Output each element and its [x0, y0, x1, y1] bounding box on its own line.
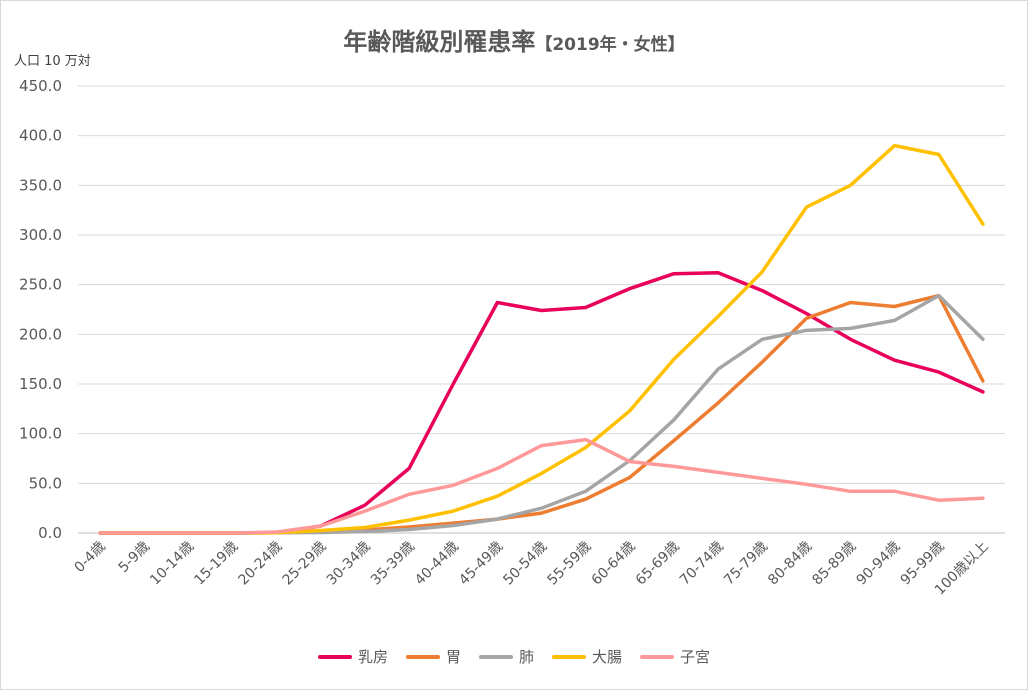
x-tick-label: 60-64歳: [589, 539, 639, 589]
x-tick-label: 55-59歳: [544, 539, 594, 589]
x-tick-label: 25-29歳: [280, 539, 330, 589]
series-line-子宮: [98, 437, 985, 535]
legend-swatch: [405, 654, 440, 659]
x-tick-label: 45-49歳: [456, 539, 506, 589]
x-tick-label: 30-34歳: [324, 539, 374, 589]
x-tick-label: 10-14歳: [147, 539, 197, 589]
y-tick-label: 250.0: [19, 276, 62, 294]
series-line-乳房: [98, 270, 985, 535]
y-tick-label: 200.0: [19, 325, 62, 343]
x-tick-label: 15-19歳: [191, 539, 241, 589]
x-tick-label: 0-4歳: [72, 539, 109, 576]
x-tick-label: 80-84歳: [765, 539, 815, 589]
x-tick-label: 35-39歳: [368, 539, 418, 589]
x-tick-label: 75-79歳: [721, 539, 771, 589]
chart-title-main: 年齢階級別罹患率: [343, 28, 536, 56]
legend-label: 肺: [518, 648, 534, 666]
y-tick-label: 300.0: [19, 226, 62, 244]
legend-label: 子宮: [680, 648, 711, 666]
legend-item: 肺: [478, 646, 534, 667]
legend-label: 乳房: [357, 648, 388, 666]
x-tick-label: 40-44歳: [412, 539, 462, 589]
legend-item: 胃: [405, 646, 461, 667]
chart-title: 年齢階級別罹患率【2019年・女性】: [0, 22, 1028, 57]
legend-item: 大腸: [552, 646, 622, 667]
series-line-胃: [98, 293, 985, 535]
x-tick-label: 20-24歳: [235, 539, 285, 589]
legend-swatch: [317, 654, 352, 659]
legend-item: 子宮: [640, 646, 710, 667]
y-tick-label: 400.0: [19, 127, 62, 145]
x-tick-label: 70-74歳: [677, 539, 727, 589]
chart-subtitle: 【2019年・女性】: [535, 35, 685, 55]
x-tick-label: 90-94歳: [853, 539, 903, 589]
legend-item: 乳房: [317, 646, 388, 667]
legend-swatch: [552, 654, 586, 659]
x-tick-label: 50-54歳: [500, 539, 550, 589]
y-tick-label: 100.0: [19, 425, 62, 443]
y-tick-label: 450.0: [19, 77, 62, 95]
series-line-肺: [98, 293, 985, 535]
y-tick-label: 0.0: [38, 524, 62, 542]
x-tick-label: 5-9歳: [116, 539, 153, 576]
y-tick-label: 50.0: [29, 474, 62, 492]
legend-label: 胃: [445, 648, 461, 666]
y-axis-unit-label: 人口 10 万対: [14, 54, 91, 69]
x-tick-label: 65-69歳: [633, 539, 683, 589]
legend-label: 大腸: [592, 648, 623, 666]
y-tick-label: 150.0: [19, 375, 62, 393]
legend-swatch: [478, 654, 513, 659]
legend-swatch: [640, 654, 675, 659]
x-tick-label: 85-89歳: [809, 539, 859, 589]
y-tick-label: 350.0: [19, 176, 62, 194]
chart-legend: 乳房 胃 肺 大腸 子宮: [0, 646, 1028, 667]
